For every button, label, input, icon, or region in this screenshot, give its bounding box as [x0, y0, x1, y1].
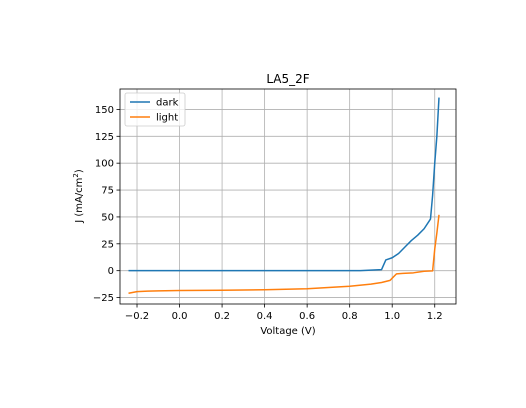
x-tick-label: 0.2	[214, 311, 230, 322]
series-line-light	[128, 214, 440, 294]
axis-ticks: −0.2 0.0 0.2 0.4 0.6 0.8 1.0 1.2 −25 0 25 50 75 100 12…	[93, 105, 443, 322]
x-axis-label: Voltage (V)	[260, 326, 315, 337]
legend: dark light	[124, 92, 186, 127]
y-tick-label: 125	[95, 132, 114, 143]
x-tick-label: −0.2	[125, 311, 149, 322]
y-tick-label: 75	[101, 186, 114, 197]
y-axis-label-main: J (mA/cm	[74, 178, 85, 224]
y-tick-label: 100	[95, 159, 114, 170]
plot-frame	[119, 88, 457, 305]
legend-label-dark: dark	[156, 98, 179, 109]
x-tick-label: 0.0	[172, 311, 188, 322]
y-axis-label-close: )	[74, 169, 85, 173]
x-tick-label: 1.2	[427, 311, 443, 322]
x-tick-label: 0.8	[342, 311, 358, 322]
x-tick-label: 0.4	[257, 311, 273, 322]
y-axis-label-superscript: 2	[72, 173, 80, 177]
x-tick-label: 1.0	[384, 311, 400, 322]
series-line-dark	[128, 97, 440, 272]
y-tick-label: 50	[101, 212, 114, 223]
y-tick-label: 25	[101, 239, 114, 250]
y-axis-label: J (mA/cm2)	[72, 169, 85, 224]
series-lines	[128, 97, 440, 294]
y-tick-label: −25	[93, 293, 114, 304]
y-tick-label: 0	[108, 266, 114, 277]
legend-label-light: light	[156, 113, 178, 124]
x-tick-label: 0.6	[299, 311, 315, 322]
y-tick-label: 150	[95, 105, 114, 116]
chart-title: LA5_2F	[266, 72, 309, 86]
